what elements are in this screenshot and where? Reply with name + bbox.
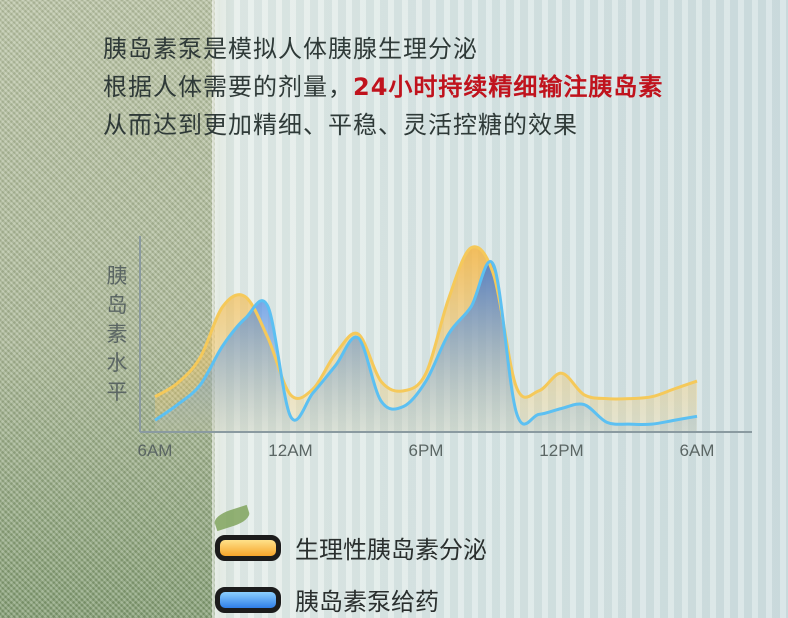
headline-line3: 从而达到更加精细、平稳、灵活控糖的效果 xyxy=(103,111,578,139)
series-line-pump xyxy=(154,260,698,427)
x-tick-label: 12PM xyxy=(539,441,583,460)
x-tick-label: 6AM xyxy=(680,441,715,460)
headline-line2-highlight: 24小时持续精细输注胰岛素 xyxy=(353,73,664,101)
headline-line2-prefix: 根据人体需要的剂量， xyxy=(103,73,353,101)
series-line-physiological xyxy=(154,245,698,401)
legend-item-physiological: 生理性胰岛素分泌 xyxy=(215,530,487,565)
y-axis-label: 胰岛素水平 xyxy=(102,262,132,407)
y-axis-label-char: 胰 xyxy=(106,264,128,288)
headline-line1: 胰岛素泵是模拟人体胰腺生理分泌 xyxy=(103,35,478,63)
headline-line2: 根据人体需要的剂量，24小时持续精细输注胰岛素 xyxy=(103,68,663,106)
series-areas xyxy=(155,246,697,432)
y-axis-label-char: 平 xyxy=(106,380,128,404)
x-tick-label: 6PM xyxy=(409,441,444,460)
y-axis-label-char: 水 xyxy=(106,351,128,375)
orange-pill-icon xyxy=(215,534,281,561)
legend-label-pump: 胰岛素泵给药 xyxy=(295,588,439,616)
glass-edge-highlight xyxy=(212,0,220,618)
series-area-pump xyxy=(155,261,697,432)
x-tick-labels: 6AM 12AM 6PM 12PM 6AM xyxy=(138,441,715,460)
headline: 胰岛素泵是模拟人体胰腺生理分泌 根据人体需要的剂量，24小时持续精细输注胰岛素 … xyxy=(103,30,663,144)
series-area-physiological xyxy=(155,246,697,432)
blue-pill-icon xyxy=(215,586,281,613)
x-tick-label: 6AM xyxy=(138,441,173,460)
x-tick-label: 12AM xyxy=(268,441,312,460)
textured-glass-panel xyxy=(0,0,215,618)
legend-label-physiological: 生理性胰岛素分泌 xyxy=(295,536,487,564)
series-lines xyxy=(154,245,698,427)
ribbed-glass-background xyxy=(220,0,788,618)
y-axis-label-char: 素 xyxy=(106,322,128,346)
legend-item-pump: 胰岛素泵给药 xyxy=(215,582,439,617)
y-axis-label-char: 岛 xyxy=(106,293,128,317)
